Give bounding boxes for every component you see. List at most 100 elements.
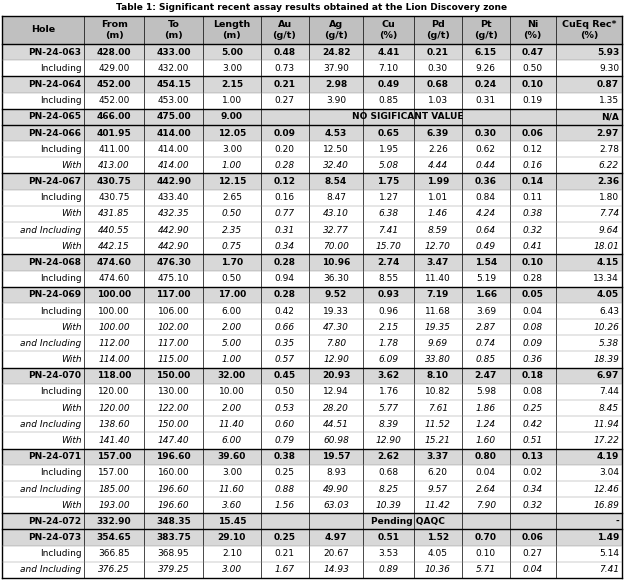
Text: 141.40: 141.40 bbox=[99, 436, 130, 445]
Text: 115.00: 115.00 bbox=[158, 355, 190, 364]
Text: and Including: and Including bbox=[20, 566, 81, 574]
Text: 0.10: 0.10 bbox=[476, 549, 496, 558]
Text: 63.03: 63.03 bbox=[323, 501, 349, 510]
Text: 150.00: 150.00 bbox=[158, 420, 190, 429]
Text: 9.69: 9.69 bbox=[428, 339, 448, 348]
Bar bbox=[2, 16, 622, 44]
Text: 453.00: 453.00 bbox=[158, 96, 189, 105]
Text: 5.38: 5.38 bbox=[599, 339, 619, 348]
Text: 2.15: 2.15 bbox=[221, 80, 243, 89]
Text: 2.10: 2.10 bbox=[222, 549, 242, 558]
Bar bbox=[2, 368, 622, 384]
Text: 1.24: 1.24 bbox=[476, 420, 496, 429]
Text: 5.98: 5.98 bbox=[476, 387, 496, 396]
Text: 0.45: 0.45 bbox=[273, 371, 296, 380]
Text: 0.28: 0.28 bbox=[273, 291, 296, 299]
Text: 0.57: 0.57 bbox=[275, 355, 295, 364]
Text: 1.49: 1.49 bbox=[597, 533, 619, 542]
Text: 0.36: 0.36 bbox=[475, 177, 497, 186]
Text: 5.08: 5.08 bbox=[379, 161, 399, 170]
Text: 0.21: 0.21 bbox=[275, 549, 295, 558]
Text: 9.30: 9.30 bbox=[599, 64, 619, 72]
Text: 15.21: 15.21 bbox=[425, 436, 451, 445]
Text: 354.65: 354.65 bbox=[97, 533, 132, 542]
Text: 12.50: 12.50 bbox=[323, 144, 349, 154]
Text: 442.90: 442.90 bbox=[156, 177, 191, 186]
Text: 14.93: 14.93 bbox=[323, 566, 349, 574]
Text: Ni
(%): Ni (%) bbox=[524, 20, 542, 39]
Bar bbox=[2, 270, 622, 287]
Text: 2.97: 2.97 bbox=[597, 129, 619, 137]
Text: 100.00: 100.00 bbox=[99, 306, 130, 316]
Text: 3.60: 3.60 bbox=[222, 501, 242, 510]
Text: 60.98: 60.98 bbox=[323, 436, 349, 445]
Text: 2.64: 2.64 bbox=[476, 484, 496, 494]
Text: 1.67: 1.67 bbox=[275, 566, 295, 574]
Text: 5.00: 5.00 bbox=[221, 48, 243, 57]
Text: 20.67: 20.67 bbox=[323, 549, 349, 558]
Text: 4.24: 4.24 bbox=[476, 209, 496, 219]
Text: 157.00: 157.00 bbox=[97, 452, 132, 461]
Text: 102.00: 102.00 bbox=[158, 322, 190, 332]
Text: 0.62: 0.62 bbox=[476, 144, 496, 154]
Text: 196.60: 196.60 bbox=[156, 452, 191, 461]
Text: 475.10: 475.10 bbox=[158, 274, 189, 283]
Text: 0.89: 0.89 bbox=[379, 566, 399, 574]
Text: 157.00: 157.00 bbox=[99, 468, 130, 477]
Text: 29.10: 29.10 bbox=[218, 533, 246, 542]
Text: 1.86: 1.86 bbox=[476, 404, 496, 412]
Text: 0.80: 0.80 bbox=[475, 452, 497, 461]
Bar bbox=[2, 238, 622, 255]
Text: To
(m): To (m) bbox=[164, 20, 183, 39]
Text: 0.85: 0.85 bbox=[476, 355, 496, 364]
Text: 2.98: 2.98 bbox=[325, 80, 347, 89]
Text: 10.39: 10.39 bbox=[376, 501, 402, 510]
Text: 0.18: 0.18 bbox=[522, 371, 544, 380]
Text: 70.00: 70.00 bbox=[323, 242, 349, 251]
Text: 411.00: 411.00 bbox=[99, 144, 130, 154]
Text: 0.31: 0.31 bbox=[275, 226, 295, 234]
Bar bbox=[2, 400, 622, 416]
Text: 0.68: 0.68 bbox=[379, 468, 399, 477]
Text: 150.00: 150.00 bbox=[157, 371, 191, 380]
Text: 2.35: 2.35 bbox=[222, 226, 242, 234]
Text: 0.06: 0.06 bbox=[522, 533, 544, 542]
Text: 1.95: 1.95 bbox=[379, 144, 399, 154]
Text: 7.44: 7.44 bbox=[599, 387, 619, 396]
Text: 3.00: 3.00 bbox=[222, 64, 242, 72]
Text: 0.24: 0.24 bbox=[475, 80, 497, 89]
Text: and Including: and Including bbox=[20, 226, 81, 234]
Text: Ag
(g/t): Ag (g/t) bbox=[324, 20, 348, 39]
Text: 9.26: 9.26 bbox=[476, 64, 496, 72]
Text: 1.00: 1.00 bbox=[222, 161, 242, 170]
Text: 6.22: 6.22 bbox=[599, 161, 619, 170]
Text: 19.57: 19.57 bbox=[322, 452, 350, 461]
Text: 3.04: 3.04 bbox=[599, 468, 619, 477]
Text: 11.40: 11.40 bbox=[425, 274, 451, 283]
Text: 379.25: 379.25 bbox=[158, 566, 190, 574]
Text: 15.45: 15.45 bbox=[218, 517, 246, 526]
Bar bbox=[2, 93, 622, 108]
Text: 0.96: 0.96 bbox=[379, 306, 399, 316]
Text: Table 1: Significant recent assay results obtained at the Lion Discovery zone: Table 1: Significant recent assay result… bbox=[117, 3, 507, 12]
Text: 348.35: 348.35 bbox=[156, 517, 191, 526]
Text: 452.00: 452.00 bbox=[99, 96, 130, 105]
Text: 10.00: 10.00 bbox=[219, 387, 245, 396]
Text: 0.85: 0.85 bbox=[379, 96, 399, 105]
Text: 120.00: 120.00 bbox=[99, 404, 130, 412]
Text: 401.95: 401.95 bbox=[97, 129, 132, 137]
Text: 4.41: 4.41 bbox=[378, 48, 400, 57]
Text: 6.97: 6.97 bbox=[597, 371, 619, 380]
Text: 0.16: 0.16 bbox=[523, 161, 543, 170]
Text: 3.00: 3.00 bbox=[222, 468, 242, 477]
Text: 0.04: 0.04 bbox=[523, 566, 543, 574]
Text: 0.25: 0.25 bbox=[273, 533, 296, 542]
Text: 413.00: 413.00 bbox=[99, 161, 130, 170]
Text: 10.26: 10.26 bbox=[593, 322, 619, 332]
Text: 18.01: 18.01 bbox=[593, 242, 619, 251]
Text: 0.13: 0.13 bbox=[522, 452, 544, 461]
Text: PN-24-065: PN-24-065 bbox=[28, 113, 81, 121]
Text: 454.15: 454.15 bbox=[156, 80, 191, 89]
Text: Hole: Hole bbox=[31, 26, 56, 34]
Text: 43.10: 43.10 bbox=[323, 209, 349, 219]
